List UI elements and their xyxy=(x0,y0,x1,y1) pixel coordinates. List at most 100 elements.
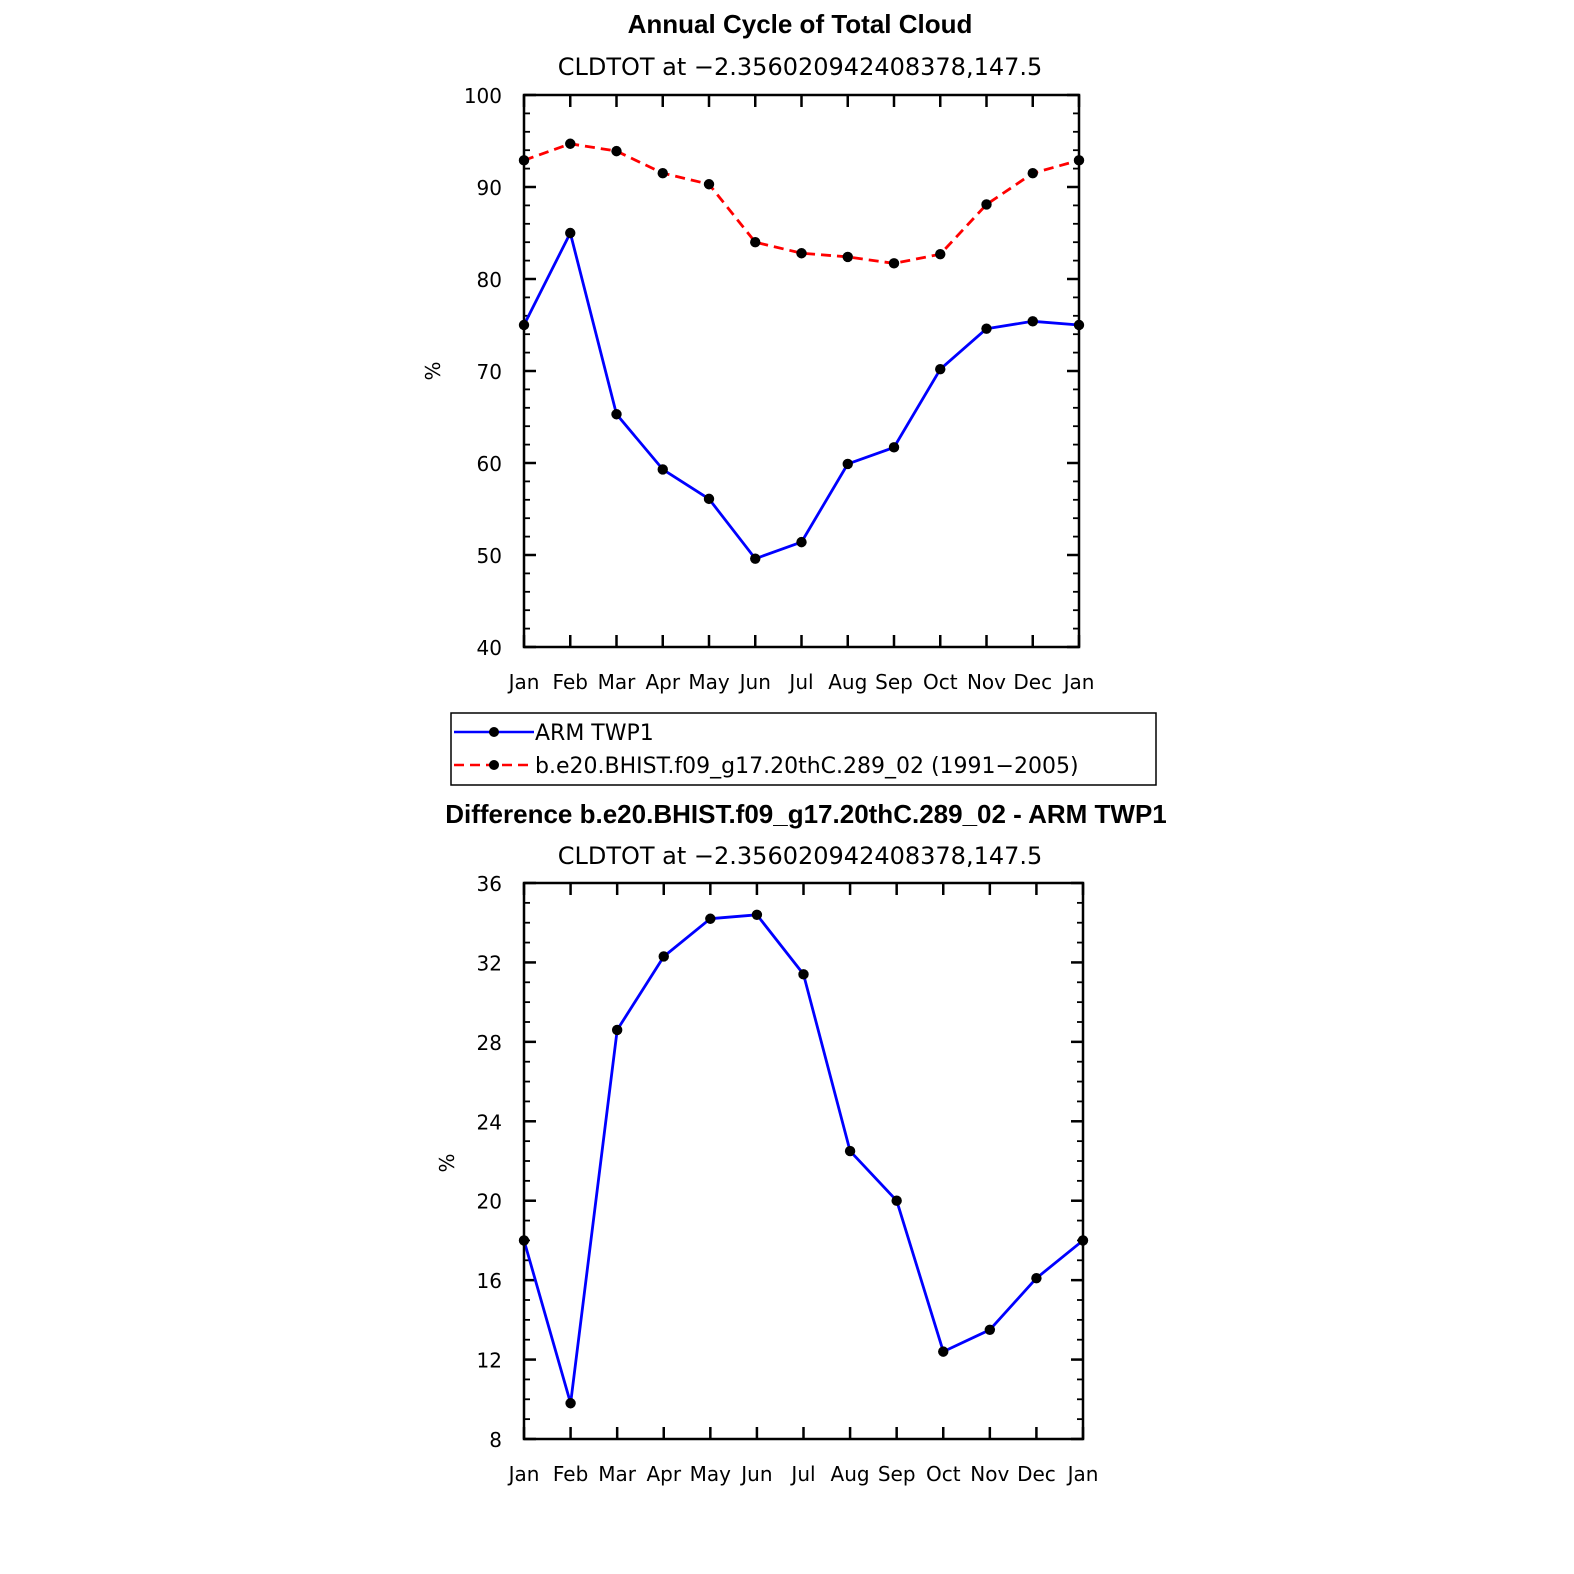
x-tick-label: Jan xyxy=(1062,670,1095,694)
data-point xyxy=(888,442,900,453)
y-tick-label: 90 xyxy=(477,176,502,200)
data-point xyxy=(798,969,809,980)
annual-cycle-panel: Annual Cycle of Total Cloud CLDTOT at −2… xyxy=(421,9,1094,694)
data-point xyxy=(658,951,669,962)
x-tick-label: Dec xyxy=(1017,1462,1056,1486)
data-points xyxy=(518,138,1085,564)
data-point xyxy=(1027,316,1038,327)
plot-frame xyxy=(522,881,1085,1441)
y-tick-label: 20 xyxy=(477,1190,502,1214)
y-axis-label: % xyxy=(421,361,445,380)
axis-ticks xyxy=(522,881,1085,1441)
chart-title: Annual Cycle of Total Cloud xyxy=(628,9,973,39)
y-tick-label: 32 xyxy=(477,951,502,975)
x-tick-label: Jul xyxy=(789,1462,815,1486)
legend-entry-arm-twp1: ARM TWP1 xyxy=(454,721,654,746)
y-tick-labels: 40 50 60 70 80 90 100 xyxy=(464,84,502,660)
y-tick-label: 24 xyxy=(477,1110,502,1134)
x-tick-labels: Jan Feb Mar Apr May Jun Jul Aug Sep Oct Nov Dec Jan xyxy=(507,670,1095,694)
data-point xyxy=(703,493,715,505)
y-axis-label: % xyxy=(435,1153,459,1172)
data-point xyxy=(750,237,761,248)
data-point xyxy=(611,145,622,157)
y-tick-label: 100 xyxy=(464,84,502,108)
data-point xyxy=(891,1195,902,1206)
x-tick-label: Apr xyxy=(646,1462,681,1486)
chart-subtitle: CLDTOT at −2.356020942408378,147.5 xyxy=(558,842,1043,870)
y-tick-label: 70 xyxy=(477,360,502,384)
x-tick-label: Mar xyxy=(598,670,637,694)
data-point xyxy=(796,536,807,548)
x-tick-labels: Jan Feb Mar Apr May Jun Jul Aug Sep Oct Nov Dec Jan xyxy=(507,1462,1099,1486)
legend-label-arm: ARM TWP1 xyxy=(535,721,654,746)
legend-label-model: b.e20.BHIST.f09_g17.20thC.289_02 (1991−2… xyxy=(535,754,1079,779)
x-tick-label: Nov xyxy=(967,670,1006,694)
x-tick-label: Mar xyxy=(598,1462,637,1486)
x-tick-label: Jun xyxy=(738,670,771,694)
data-point xyxy=(844,1145,856,1157)
chart-title: Difference b.e20.BHIST.f09_g17.20thC.289… xyxy=(445,799,1167,829)
series-lines xyxy=(522,142,1080,561)
series-line xyxy=(522,231,1080,561)
axis-ticks xyxy=(522,93,1081,649)
data-point xyxy=(981,199,992,210)
chart-subtitle: CLDTOT at −2.356020942408378,147.5 xyxy=(558,53,1043,81)
y-tick-label: 50 xyxy=(477,544,502,568)
data-point xyxy=(796,248,807,259)
legend-box xyxy=(450,712,1157,786)
y-tick-labels: 8 12 16 20 24 28 32 36 xyxy=(477,872,502,1452)
x-tick-label: Jan xyxy=(507,1462,540,1486)
x-tick-label: May xyxy=(690,1462,732,1486)
x-tick-label: Dec xyxy=(1013,670,1052,694)
x-tick-label: Aug xyxy=(828,670,867,694)
x-tick-label: Sep xyxy=(875,670,913,694)
series-line xyxy=(522,913,1084,1405)
data-points xyxy=(518,909,1089,1409)
y-tick-label: 12 xyxy=(477,1349,502,1373)
data-point xyxy=(984,1324,996,1335)
data-point xyxy=(935,363,946,375)
difference-panel: Difference b.e20.BHIST.f09_g17.20thC.289… xyxy=(435,799,1167,1486)
data-point xyxy=(611,409,622,420)
y-tick-label: 36 xyxy=(477,872,502,896)
legend-marker-arm xyxy=(489,727,499,737)
x-tick-label: Jun xyxy=(739,1462,772,1486)
data-point xyxy=(842,458,853,470)
y-tick-label: 60 xyxy=(477,452,502,476)
x-tick-label: Jul xyxy=(787,670,813,694)
data-point xyxy=(565,138,576,149)
legend: ARM TWP1 b.e20.BHIST.f09_g17.20thC.289_0… xyxy=(450,712,1157,786)
y-tick-label: 16 xyxy=(477,1269,502,1293)
series-lines xyxy=(522,913,1084,1405)
x-tick-label: Sep xyxy=(878,1462,916,1486)
y-tick-label: 8 xyxy=(489,1428,502,1452)
data-point xyxy=(751,909,763,920)
x-tick-label: Nov xyxy=(970,1462,1009,1486)
x-tick-label: Feb xyxy=(553,670,588,694)
x-tick-label: Oct xyxy=(926,1462,961,1486)
data-point xyxy=(1027,168,1038,179)
x-tick-label: Feb xyxy=(553,1462,588,1486)
data-point xyxy=(565,1398,576,1409)
data-point xyxy=(705,913,716,924)
data-point xyxy=(981,323,992,334)
y-tick-label: 40 xyxy=(477,636,502,660)
series-line xyxy=(523,142,1080,265)
legend-entry-model: b.e20.BHIST.f09_g17.20thC.289_02 (1991−2… xyxy=(454,754,1079,779)
x-tick-label: Jan xyxy=(507,670,540,694)
data-point xyxy=(938,1346,949,1357)
x-tick-label: May xyxy=(688,670,730,694)
x-tick-label: Apr xyxy=(645,670,680,694)
x-tick-label: Aug xyxy=(831,1462,870,1486)
data-point xyxy=(611,1024,623,1036)
data-point xyxy=(750,553,761,564)
data-point xyxy=(1031,1272,1042,1284)
data-point xyxy=(842,251,853,263)
data-point xyxy=(657,168,668,179)
data-point xyxy=(703,179,715,190)
x-tick-label: Oct xyxy=(923,670,958,694)
data-point xyxy=(657,464,668,475)
plot-frame xyxy=(522,93,1081,649)
x-tick-label: Jan xyxy=(1066,1462,1099,1486)
